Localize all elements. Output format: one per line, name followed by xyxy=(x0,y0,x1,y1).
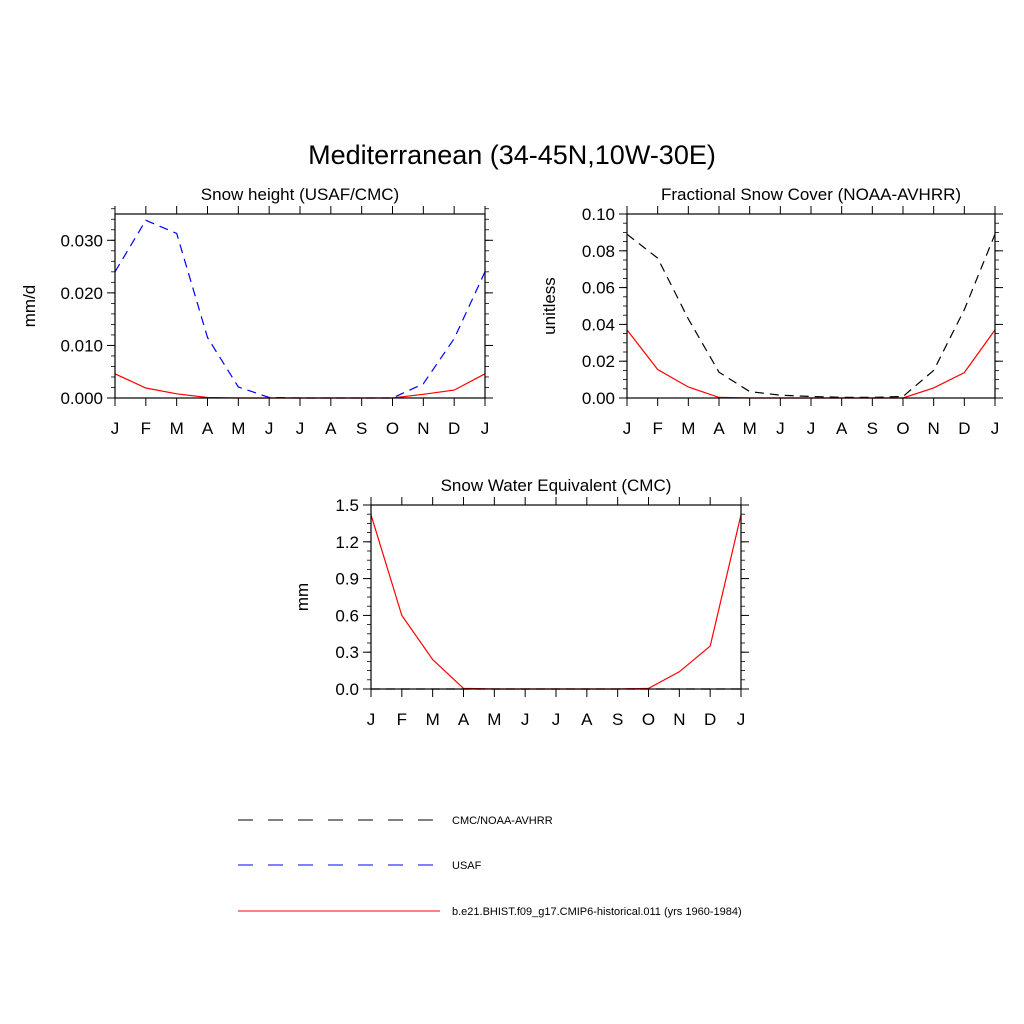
x-tick-label: J xyxy=(521,710,530,729)
x-tick-label: M xyxy=(743,419,757,438)
x-tick-label: D xyxy=(448,419,460,438)
x-tick-label: M xyxy=(231,419,245,438)
y-tick-label: 0.000 xyxy=(60,389,103,408)
x-tick-label: N xyxy=(928,419,940,438)
y-tick-label: 0.04 xyxy=(582,315,615,334)
series-line-model xyxy=(626,329,996,399)
y-tick-label: 0.9 xyxy=(335,570,359,589)
x-tick-label: A xyxy=(581,710,593,729)
legend-label: USAF xyxy=(452,860,482,872)
y-tick-label: 0.00 xyxy=(582,389,615,408)
x-tick-label: A xyxy=(836,419,848,438)
x-tick-label: S xyxy=(356,419,367,438)
legend-label: CMC/NOAA-AVHRR xyxy=(452,815,553,827)
y-tick-label: 1.2 xyxy=(335,533,359,552)
x-tick-label: J xyxy=(737,710,746,729)
series-line-cmc-noaa xyxy=(626,233,996,399)
y-tick-label: 0.030 xyxy=(60,231,103,250)
x-tick-label: N xyxy=(417,419,429,438)
y-axis-label: mm/d xyxy=(20,285,39,328)
y-tick-label: 1.5 xyxy=(335,496,359,515)
x-tick-label: J xyxy=(296,419,305,438)
y-tick-label: 0.10 xyxy=(582,205,615,224)
series-line-model xyxy=(114,373,486,399)
x-tick-label: N xyxy=(673,710,685,729)
x-tick-label: M xyxy=(426,710,440,729)
y-tick-label: 0.6 xyxy=(335,606,359,625)
y-tick-label: 0.020 xyxy=(60,284,103,303)
x-tick-label: F xyxy=(652,419,662,438)
figure-title: Mediterranean (34-45N,10W-30E) xyxy=(308,140,716,170)
panel-snow-water-equivalent: Snow Water Equivalent (CMC)mmJ F M A M J J A S O N… xyxy=(293,476,749,729)
x-tick-label: J xyxy=(776,419,785,438)
y-axis-label: unitless xyxy=(540,277,559,335)
y-tick-label: 0.06 xyxy=(582,279,615,298)
y-tick-label: 0.08 xyxy=(582,242,615,261)
panel-title: Fractional Snow Cover (NOAA-AVHRR) xyxy=(661,185,961,204)
plot-frame xyxy=(114,213,486,399)
y-tick-label: 0.02 xyxy=(582,352,615,371)
x-tick-label: O xyxy=(896,419,909,438)
x-tick-label: D xyxy=(704,710,716,729)
x-tick-label: F xyxy=(141,419,151,438)
panel-title: Snow Water Equivalent (CMC) xyxy=(441,476,672,495)
legend: CMC/NOAA-AVHRR USAF b.e21.BHIST.f09_g17.CM… xyxy=(238,815,742,918)
x-tick-label: O xyxy=(386,419,399,438)
series-line-model xyxy=(370,514,742,690)
x-tick-label: A xyxy=(325,419,337,438)
y-tick-label: 0.0 xyxy=(335,680,359,699)
x-tick-label: J xyxy=(481,419,490,438)
y-tick-label: 0.010 xyxy=(60,336,103,355)
x-tick-label: S xyxy=(867,419,878,438)
x-tick-label: S xyxy=(612,710,623,729)
x-tick-label: J xyxy=(111,419,120,438)
x-tick-label: F xyxy=(397,710,407,729)
y-tick-label: 0.3 xyxy=(335,643,359,662)
x-tick-label: M xyxy=(487,710,501,729)
x-tick-label: A xyxy=(713,419,725,438)
series-line-usaf xyxy=(114,219,486,399)
y-axis-label: mm xyxy=(293,583,312,611)
panel-fractional-snow-cover: Fractional Snow Cover (NOAA-AVHRR) unitle… xyxy=(540,185,1003,438)
x-tick-label: J xyxy=(367,710,376,729)
panel-snow-height: Snow height (USAF/CMC)mm/dJ F M A M J J A S O N D J0… xyxy=(20,185,493,438)
panel-title: Snow height (USAF/CMC) xyxy=(201,185,399,204)
x-tick-label: J xyxy=(807,419,816,438)
x-tick-label: D xyxy=(958,419,970,438)
x-tick-label: J xyxy=(623,419,632,438)
plot-frame xyxy=(370,504,742,690)
legend-label: b.e21.BHIST.f09_g17.CMIP6-historical.011… xyxy=(452,906,742,918)
x-tick-label: M xyxy=(681,419,695,438)
x-tick-label: J xyxy=(991,419,1000,438)
x-tick-label: A xyxy=(202,419,214,438)
x-tick-label: J xyxy=(552,710,561,729)
x-tick-label: M xyxy=(170,419,184,438)
x-tick-label: J xyxy=(265,419,274,438)
x-tick-label: O xyxy=(642,710,655,729)
x-tick-label: A xyxy=(458,710,470,729)
